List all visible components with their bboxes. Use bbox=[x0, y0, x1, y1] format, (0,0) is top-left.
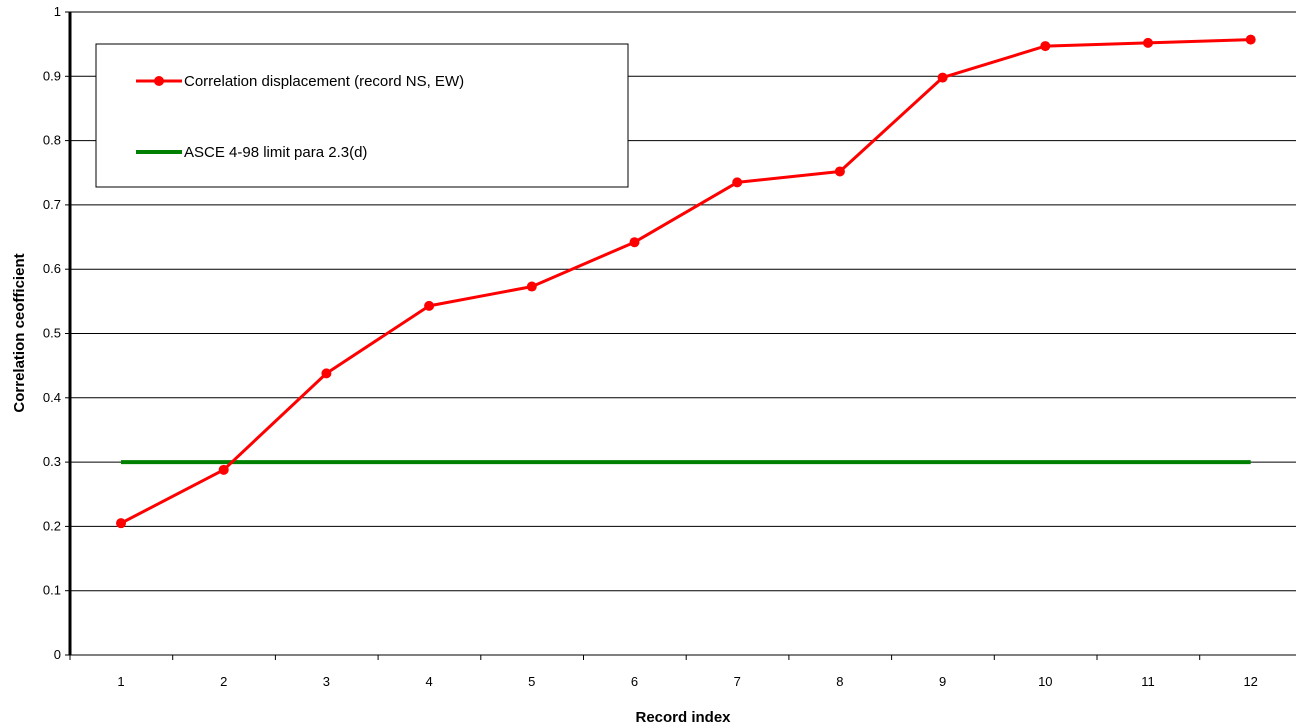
data-point-0-2 bbox=[218, 464, 229, 475]
data-point-0-7 bbox=[732, 177, 743, 188]
data-point-0-3 bbox=[321, 368, 332, 379]
series-layer bbox=[116, 34, 1256, 529]
y-tick-label-3: 0.3 bbox=[43, 454, 61, 469]
legend-box bbox=[95, 43, 629, 188]
x-tick-label-12: 12 bbox=[1243, 674, 1257, 689]
series-0 bbox=[116, 34, 1256, 529]
y-tick-label-2: 0.2 bbox=[43, 518, 61, 533]
y-tick-label-5: 0.5 bbox=[43, 326, 61, 341]
data-point-0-8 bbox=[834, 166, 845, 177]
legend-marker-displacement bbox=[154, 76, 164, 86]
data-point-0-10 bbox=[1040, 41, 1051, 52]
x-tick-label-1: 1 bbox=[117, 674, 124, 689]
legend-label-limit: ASCE 4-98 limit para 2.3(d) bbox=[184, 144, 367, 161]
data-point-0-11 bbox=[1143, 37, 1153, 48]
legend: Correlation displacement (record NS, EW)… bbox=[95, 43, 629, 188]
y-ticks: 0 0.1 0.2 0.3 0.4 0.5 0.6 0.7 0.8 0.9 1 bbox=[43, 4, 70, 662]
x-tick-label-3: 3 bbox=[323, 674, 330, 689]
x-tick-label-5: 5 bbox=[528, 674, 535, 689]
y-tick-label-1: 0.1 bbox=[43, 583, 61, 598]
y-axis-title: Correlation ceofficient bbox=[11, 253, 28, 412]
data-point-0-6 bbox=[629, 237, 640, 248]
x-tick-label-4: 4 bbox=[425, 674, 432, 689]
x-tick-label-10: 10 bbox=[1038, 674, 1052, 689]
series-line-0 bbox=[120, 38, 1251, 525]
y-tick-label-9: 0.9 bbox=[43, 68, 61, 83]
x-axis-title: Record index bbox=[635, 709, 731, 726]
data-point-0-9 bbox=[937, 72, 948, 83]
y-tick-label-8: 0.8 bbox=[43, 133, 61, 148]
y-tick-label-6: 0.6 bbox=[43, 261, 61, 276]
y-tick-label-10: 1 bbox=[54, 4, 61, 19]
y-tick-label-0: 0 bbox=[54, 647, 61, 662]
x-tick-label-2: 2 bbox=[220, 674, 227, 689]
y-tick-label-4: 0.4 bbox=[43, 390, 61, 405]
legend-label-displacement: Correlation displacement (record NS, EW) bbox=[184, 73, 464, 90]
x-tick-label-9: 9 bbox=[939, 674, 946, 689]
x-tick-label-7: 7 bbox=[734, 674, 741, 689]
data-point-0-4 bbox=[424, 300, 435, 311]
data-point-0-5 bbox=[526, 281, 537, 292]
x-tick-label-6: 6 bbox=[631, 674, 638, 689]
x-tick-label-11: 11 bbox=[1141, 674, 1155, 689]
data-point-0-1 bbox=[116, 518, 126, 529]
y-tick-label-7: 0.7 bbox=[43, 197, 61, 212]
data-point-0-12 bbox=[1245, 34, 1256, 45]
x-ticks: 1 2 3 4 5 6 7 8 9 10 11 12 bbox=[69, 655, 1258, 689]
x-tick-label-8: 8 bbox=[836, 674, 843, 689]
